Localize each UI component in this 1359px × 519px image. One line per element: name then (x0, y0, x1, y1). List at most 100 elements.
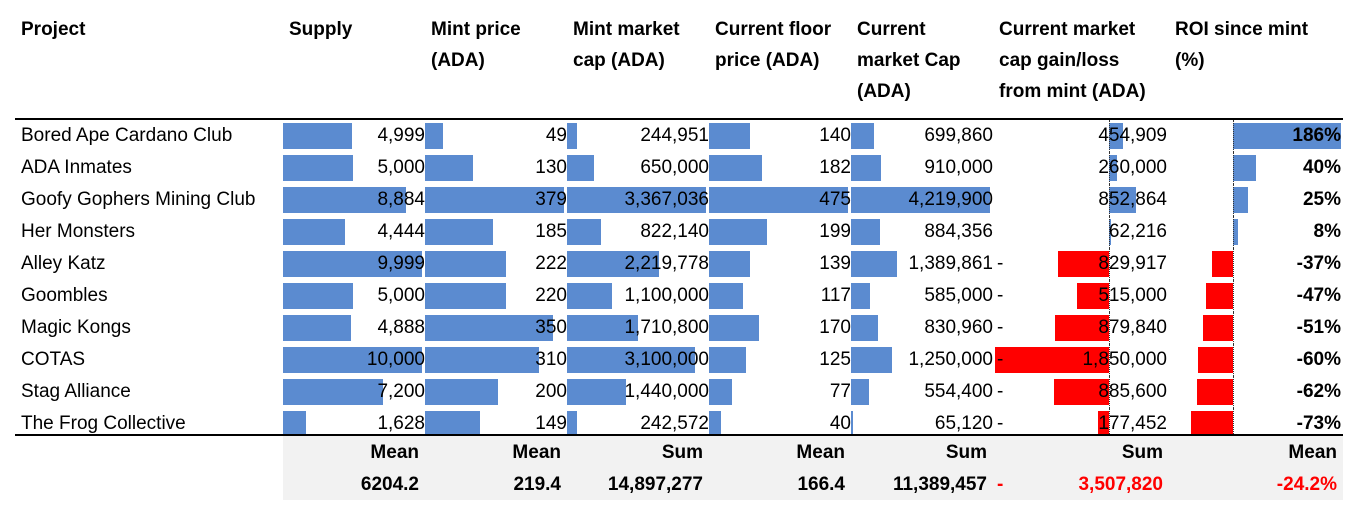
cell-value: 260,000 (1098, 157, 1167, 178)
bar-axis (1109, 184, 1110, 216)
cell-supply: 9,999 (283, 248, 425, 280)
cell-supply: 7,200 (283, 376, 425, 408)
data-bar-mint-cap (567, 315, 638, 341)
data-bar-supply (283, 411, 306, 437)
project-name: The Frog Collective (21, 413, 186, 434)
cell-value: 242,572 (640, 413, 709, 434)
data-bar-supply (283, 315, 351, 341)
cell-cur-cap: 830,960 (851, 312, 993, 344)
table-row: ADA Inmates 5,000 130 650,000 182 910,000 260,… (15, 152, 1343, 184)
summary-band (283, 436, 1343, 500)
column-header-line: price (ADA) (715, 50, 820, 71)
data-bar-roi (1205, 283, 1233, 309)
bar-axis (1233, 280, 1234, 312)
cell-value: 4,444 (377, 221, 425, 242)
data-bar-supply (283, 155, 353, 181)
cell-roi: -73% (1169, 408, 1343, 440)
summary-label-gain: Sum (1121, 442, 1163, 463)
cell-value: 244,951 (640, 125, 709, 146)
column-header-line: cap (ADA) (573, 50, 665, 71)
data-bar-cur-cap (851, 123, 875, 149)
cell-supply: 4,999 (283, 120, 425, 152)
table-row: Goofy Gophers Mining Club 8,884 379 3,367,0… (15, 184, 1343, 216)
column-header-line: Mint market (573, 19, 680, 40)
column-header-line: (%) (1175, 50, 1205, 71)
cell-value: 1,389,861 (908, 253, 993, 274)
data-bar-roi (1233, 123, 1341, 149)
negative-sign: - (997, 413, 1004, 434)
cell-supply: 4,444 (283, 216, 425, 248)
column-header-line: Current (857, 19, 926, 40)
data-bar-mint-price (425, 251, 507, 277)
bar-axis (1109, 280, 1110, 312)
cell-value: 25% (1302, 189, 1341, 210)
summary-value-gain: 3,507,820 (1078, 474, 1163, 495)
data-bar-roi (1233, 219, 1238, 245)
cell-value: 7,200 (377, 381, 425, 402)
data-bar-roi (1233, 155, 1257, 181)
data-bar-cur-cap (851, 187, 990, 213)
data-bar-supply (283, 219, 345, 245)
column-header-line: (ADA) (857, 81, 911, 102)
cell-floor: 125 (709, 344, 851, 376)
cell-value: 475 (819, 189, 851, 210)
cell-gain: 454,909 (993, 120, 1169, 152)
cell-value: -62% (1296, 381, 1341, 402)
cell-value: 1,628 (377, 413, 425, 434)
cell-value: -60% (1296, 349, 1341, 370)
cell-value: 650,000 (640, 157, 709, 178)
cell-value: 10,000 (366, 349, 425, 370)
cell-value: 130 (535, 157, 567, 178)
data-bar-floor (709, 411, 721, 437)
data-bar-mint-cap (567, 251, 659, 277)
cell-value: 220 (535, 285, 567, 306)
column-header-line: Supply (289, 19, 353, 40)
summary-label-roi: Mean (1288, 442, 1337, 463)
data-bar-mint-cap (567, 379, 627, 405)
column-header-line: cap gain/loss (999, 50, 1120, 71)
bar-axis (1233, 408, 1234, 440)
cell-value: 199 (819, 221, 851, 242)
data-bar-roi (1198, 347, 1233, 373)
footer-divider (15, 434, 1343, 436)
cell-value: 1,250,000 (908, 349, 993, 370)
data-bar-cur-cap (851, 283, 871, 309)
cell-roi: 25% (1169, 184, 1343, 216)
summary-label-floor: Mean (796, 442, 845, 463)
cell-mint-cap: 822,140 (567, 216, 709, 248)
cell-roi: -51% (1169, 312, 1343, 344)
column-header-mint-price: Mint price (ADA) (431, 14, 567, 120)
cell-floor: 40 (709, 408, 851, 440)
bar-axis (1109, 152, 1110, 184)
summary-value-roi: -24.2% (1276, 474, 1337, 495)
cell-floor: 117 (709, 280, 851, 312)
cell-value: 350 (535, 317, 567, 338)
cell-value: 4,219,900 (908, 189, 993, 210)
data-bar-mint-cap (567, 347, 695, 373)
data-bar-roi (1197, 379, 1233, 405)
cell-mint-cap: 1,100,000 (567, 280, 709, 312)
summary-value-mint-cap: 14,897,277 (607, 474, 703, 495)
column-header-supply: Supply (289, 14, 425, 120)
cell-cur-cap: 4,219,900 (851, 184, 993, 216)
data-bar-supply (283, 347, 422, 373)
cell-value: 185 (535, 221, 567, 242)
cell-mint-price: 49 (425, 120, 567, 152)
data-bar-floor (709, 379, 732, 405)
cell-value: 117 (820, 285, 851, 306)
data-bar-roi (1233, 187, 1248, 213)
cell-floor: 199 (709, 216, 851, 248)
cell-cur-cap: 554,400 (851, 376, 993, 408)
data-bar-mint-price (425, 123, 443, 149)
data-bar-gain (1054, 379, 1109, 405)
cell-supply: 8,884 (283, 184, 425, 216)
cell-value: 149 (535, 413, 567, 434)
cell-roi: -62% (1169, 376, 1343, 408)
column-header-cur-cap: Current market Cap (ADA) (857, 14, 993, 120)
cell-value: 829,917 (1098, 253, 1167, 274)
data-bar-cur-cap (851, 251, 897, 277)
data-bar-mint-price (425, 347, 539, 373)
cell-value: 379 (535, 189, 567, 210)
summary-value-supply: 6204.2 (360, 474, 419, 495)
data-bar-floor (709, 187, 848, 213)
